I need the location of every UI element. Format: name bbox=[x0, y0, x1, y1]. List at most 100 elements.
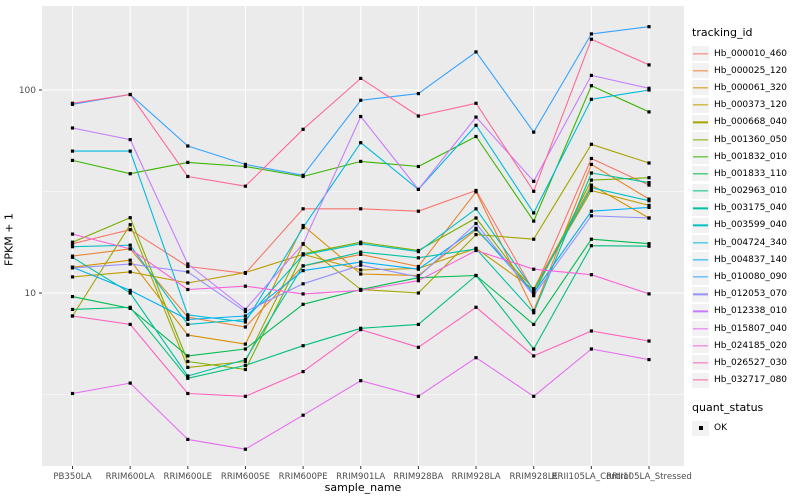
x-tick-label: RRIM600SE bbox=[221, 472, 270, 482]
data-point bbox=[301, 242, 305, 246]
x-tick-label: PB350LA bbox=[53, 472, 91, 482]
data-point bbox=[243, 184, 247, 188]
data-point bbox=[128, 262, 132, 266]
data-point bbox=[301, 253, 305, 257]
data-point bbox=[243, 367, 247, 372]
data-point bbox=[589, 237, 593, 241]
data-point bbox=[474, 248, 478, 253]
data-point bbox=[243, 325, 247, 329]
legend-item-label: Hb_032717_080 bbox=[714, 375, 788, 386]
data-point bbox=[474, 190, 478, 194]
data-point bbox=[301, 292, 305, 296]
legend-item-label: Hb_004724_340 bbox=[714, 237, 788, 248]
data-point bbox=[359, 159, 363, 163]
data-point bbox=[243, 359, 247, 364]
data-point bbox=[416, 250, 420, 254]
data-point bbox=[186, 281, 190, 285]
data-point bbox=[589, 32, 593, 36]
data-point bbox=[474, 233, 478, 237]
legend-item-ok: OK bbox=[692, 420, 787, 437]
data-point bbox=[243, 394, 247, 398]
legend-item: Hb_001360_050 bbox=[692, 131, 787, 148]
data-point bbox=[474, 305, 478, 309]
legend-item-label: Hb_001360_050 bbox=[714, 134, 788, 145]
legend-item-label: Hb_003175_040 bbox=[714, 203, 788, 214]
data-point bbox=[474, 134, 478, 139]
data-point bbox=[532, 237, 536, 241]
x-tick-label: RRII105LA_Control bbox=[552, 472, 632, 482]
legend-item: Hb_000668_040 bbox=[692, 114, 787, 131]
data-point bbox=[70, 295, 75, 299]
legend-item: Hb_000025_120 bbox=[692, 62, 787, 79]
data-point bbox=[243, 271, 247, 275]
data-point bbox=[243, 284, 247, 288]
data-point bbox=[70, 255, 75, 259]
data-point bbox=[243, 162, 247, 166]
legend-item-label: Hb_012053_070 bbox=[714, 289, 788, 300]
x-tick-label: RRIM600PE bbox=[279, 472, 328, 482]
legend-line-icon bbox=[693, 190, 708, 192]
data-point bbox=[301, 173, 305, 177]
data-point bbox=[301, 282, 305, 286]
data-point bbox=[647, 292, 651, 296]
legend-item-label: Hb_001832_010 bbox=[714, 151, 788, 162]
data-point bbox=[532, 179, 536, 183]
quant-ok-key bbox=[692, 420, 709, 436]
data-point bbox=[647, 242, 651, 246]
data-point bbox=[128, 270, 132, 274]
legend-item: Hb_001833_110 bbox=[692, 165, 787, 182]
legend-line-icon bbox=[693, 104, 708, 106]
data-point bbox=[128, 291, 132, 295]
data-point bbox=[589, 244, 593, 248]
data-point bbox=[532, 189, 536, 193]
legend-item-label: OK bbox=[714, 423, 727, 434]
data-point bbox=[589, 273, 593, 277]
legend-line-icon bbox=[693, 156, 708, 158]
data-point bbox=[589, 329, 593, 333]
data-point bbox=[186, 174, 190, 179]
legend-key-swatch bbox=[692, 217, 709, 233]
data-point bbox=[128, 223, 132, 227]
data-point bbox=[416, 164, 420, 169]
data-point bbox=[70, 232, 75, 236]
legend-item-label: Hb_001833_110 bbox=[714, 168, 788, 179]
data-point bbox=[647, 88, 651, 92]
data-point bbox=[359, 263, 363, 267]
legend-line-icon bbox=[693, 207, 708, 209]
data-point bbox=[647, 25, 651, 29]
data-point bbox=[532, 311, 536, 315]
legend-item-label: Hb_012338_010 bbox=[714, 306, 788, 317]
data-point bbox=[186, 376, 190, 380]
data-point bbox=[301, 344, 305, 348]
data-point bbox=[186, 315, 190, 319]
data-point bbox=[186, 437, 190, 441]
data-point bbox=[70, 266, 75, 270]
data-point bbox=[359, 141, 363, 145]
data-point bbox=[589, 188, 593, 193]
data-point bbox=[416, 209, 420, 213]
data-point bbox=[647, 86, 651, 90]
data-point bbox=[243, 342, 247, 346]
data-point bbox=[589, 209, 593, 213]
data-point bbox=[647, 181, 651, 185]
legend-key-swatch bbox=[692, 114, 709, 130]
legend-line-icon bbox=[693, 224, 708, 227]
point-marker-icon bbox=[698, 426, 703, 431]
data-point bbox=[589, 347, 593, 351]
data-point bbox=[301, 302, 305, 306]
legend-item: Hb_003599_040 bbox=[692, 217, 787, 234]
legend-item: Hb_004724_340 bbox=[692, 234, 787, 251]
data-point bbox=[243, 310, 247, 314]
data-point bbox=[589, 171, 593, 175]
data-point bbox=[128, 305, 132, 309]
legend-item-label: Hb_026527_030 bbox=[714, 357, 788, 368]
legend-line-icon bbox=[693, 173, 708, 175]
legend-key-swatch bbox=[692, 80, 709, 96]
legend-item-label: Hb_000668_040 bbox=[714, 117, 788, 128]
legend-key-swatch bbox=[692, 372, 709, 388]
data-point bbox=[301, 223, 305, 228]
data-point bbox=[589, 97, 593, 101]
data-point bbox=[243, 447, 247, 451]
data-point bbox=[301, 413, 305, 417]
data-point bbox=[128, 381, 132, 385]
